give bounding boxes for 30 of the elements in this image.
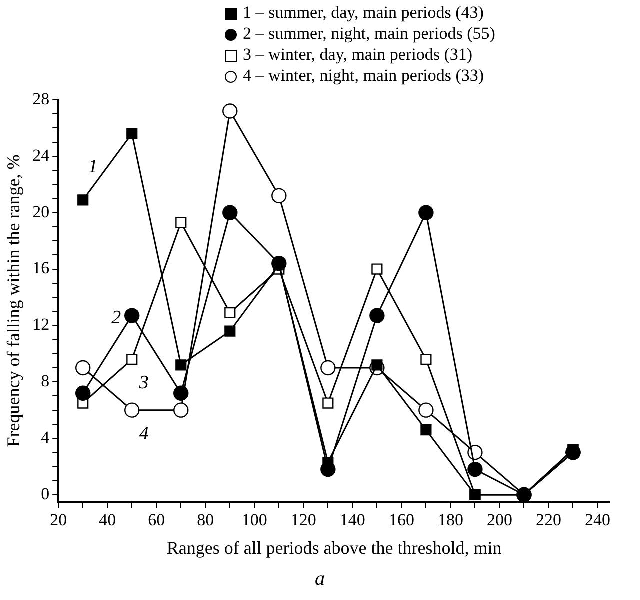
x-tick-label: 40 — [99, 510, 116, 530]
x-tick-label: 160 — [388, 510, 414, 530]
x-tick-label: 100 — [242, 510, 268, 530]
x-tick-label: 240 — [584, 510, 610, 530]
y-tick-label: 24 — [32, 146, 50, 165]
annotation: 1 — [88, 156, 98, 178]
x-tick-label: 200 — [486, 510, 512, 530]
y-tick-label: 4 — [41, 428, 50, 447]
text: a — [314, 568, 326, 591]
y-tick-label: 8 — [41, 372, 50, 391]
y-tick-label: 28 — [32, 89, 50, 108]
y-tick-label: 0 — [41, 484, 50, 504]
x-axis-title: Ranges of all periods above the threshold, min — [166, 538, 502, 558]
legend-label: 4 – winter, night, main periods (33) — [242, 65, 486, 86]
y-tick-label: 20 — [32, 202, 50, 222]
y-tick-label: 16 — [32, 258, 50, 278]
annotation: 2 — [112, 308, 122, 329]
y-tick-label: 12 — [32, 315, 50, 334]
x-tick-label: 220 — [536, 510, 562, 530]
y-axis-title: Frequency of falling within the range, % — [4, 154, 24, 448]
annotation: 4 — [139, 423, 150, 444]
x-tick-label: 80 — [197, 510, 214, 530]
x-tick-label: 180 — [438, 510, 464, 530]
legend-label: 3 – winter, day, main periods (31) — [242, 44, 474, 65]
x-tick-label: 120 — [290, 510, 316, 530]
legend-label: 1 – summer, day, main periods (43) — [242, 2, 485, 23]
x-tick-label: 60 — [148, 510, 166, 530]
x-tick-label: 140 — [340, 510, 366, 530]
legend-label: 2 – summer, night, main periods (55) — [242, 23, 496, 44]
annotation: 3 — [138, 372, 149, 394]
